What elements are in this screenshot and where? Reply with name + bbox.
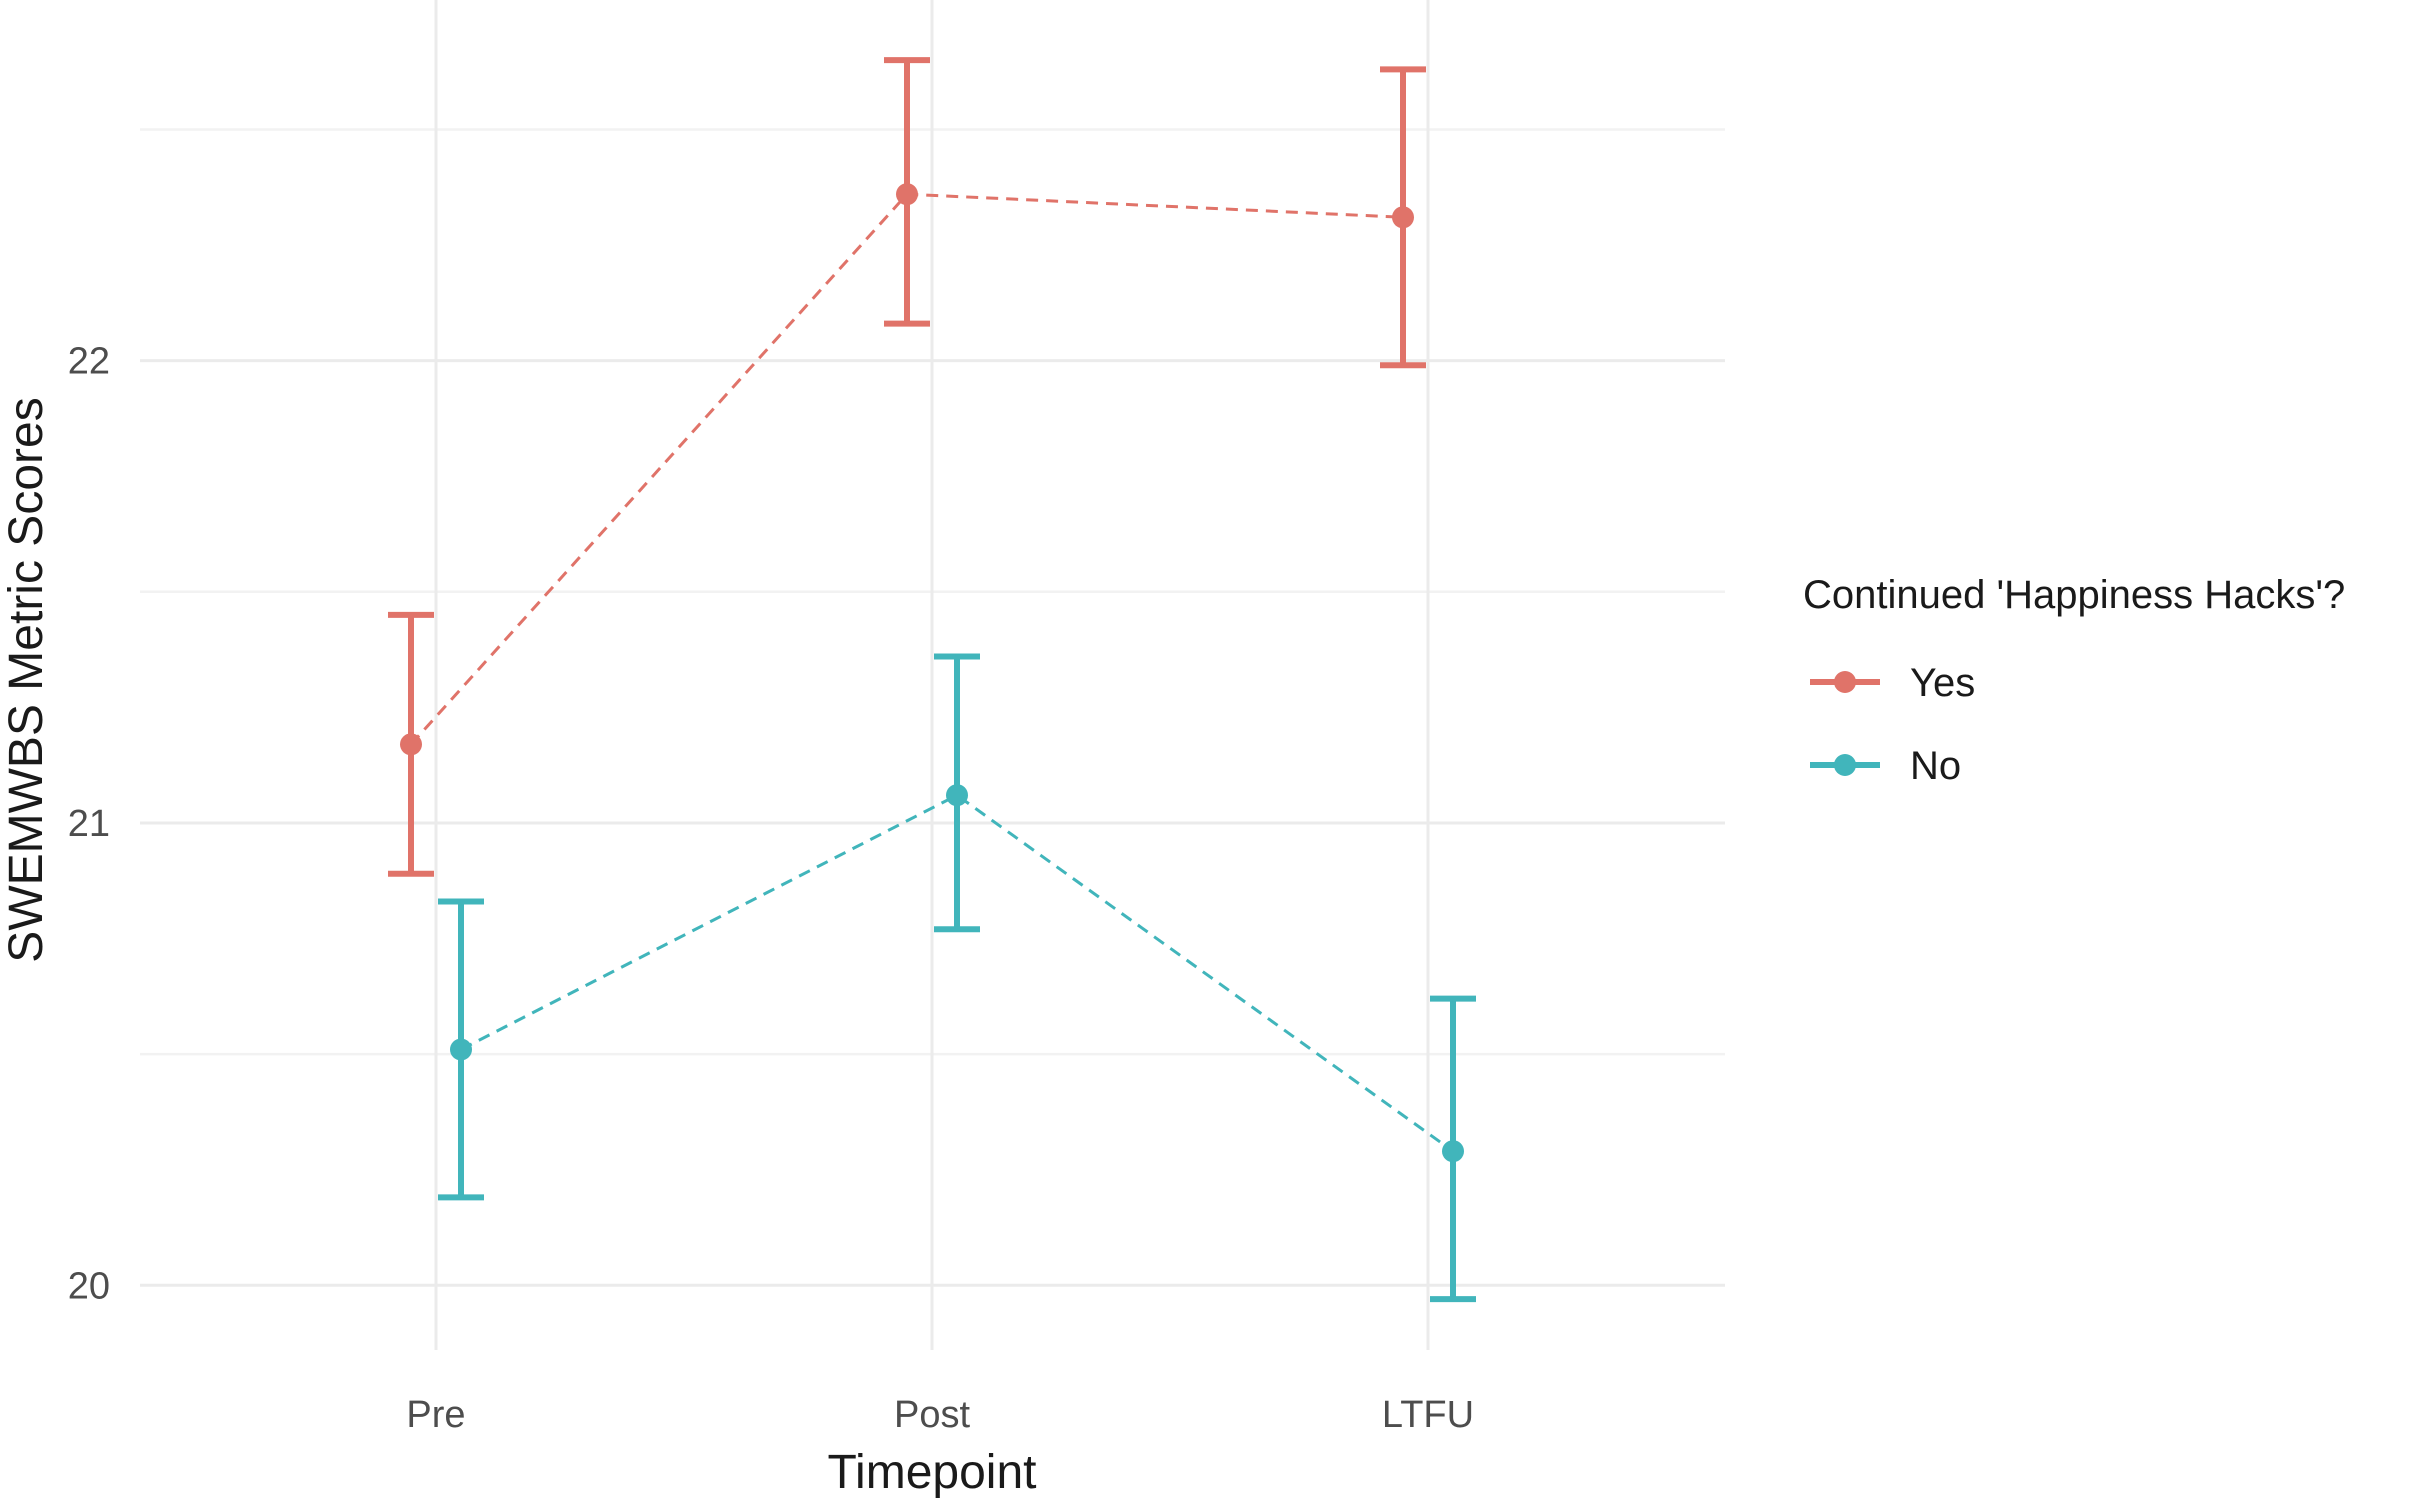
x-axis-title: Timepoint (828, 1446, 1037, 1498)
legend-key-point (1834, 754, 1856, 776)
y-axis-title: SWEMWBS Metric Scores (0, 397, 53, 962)
data-point (1442, 1140, 1464, 1163)
y-tick-label: 20 (68, 1265, 110, 1307)
x-tick-label: LTFU (1382, 1394, 1474, 1436)
legend-title: Continued 'Happiness Hacks'? (1803, 573, 2345, 617)
grid (140, 0, 1725, 1350)
legend: Continued 'Happiness Hacks'? Yes No (1803, 573, 2345, 788)
data-point (1392, 206, 1414, 229)
data-point (946, 784, 968, 807)
y-tick-label: 21 (68, 803, 110, 845)
axes: 20 21 22 Pre Post LTFU Timepoint SWEMWBS Met… (0, 341, 1474, 1499)
series-line (460, 793, 1454, 1153)
legend-items: Yes No (1810, 661, 1975, 788)
data-point (400, 733, 422, 756)
legend-key-point (1834, 671, 1856, 693)
plot-area (388, 57, 1476, 1303)
series-no (438, 653, 1476, 1303)
data-point (896, 183, 918, 206)
legend-item-no: No (1810, 744, 1961, 788)
x-tick-label: Pre (406, 1394, 465, 1436)
x-tick-label: Post (894, 1394, 970, 1436)
data-point (450, 1038, 472, 1061)
legend-label: No (1910, 744, 1961, 788)
y-tick-label: 22 (68, 341, 110, 383)
x-axis-tick-labels: Pre Post LTFU (406, 1394, 1474, 1436)
legend-item-yes: Yes (1810, 661, 1975, 705)
legend-label: Yes (1910, 661, 1975, 705)
y-axis-tick-labels: 20 21 22 (68, 341, 110, 1308)
series-yes (388, 57, 1426, 877)
